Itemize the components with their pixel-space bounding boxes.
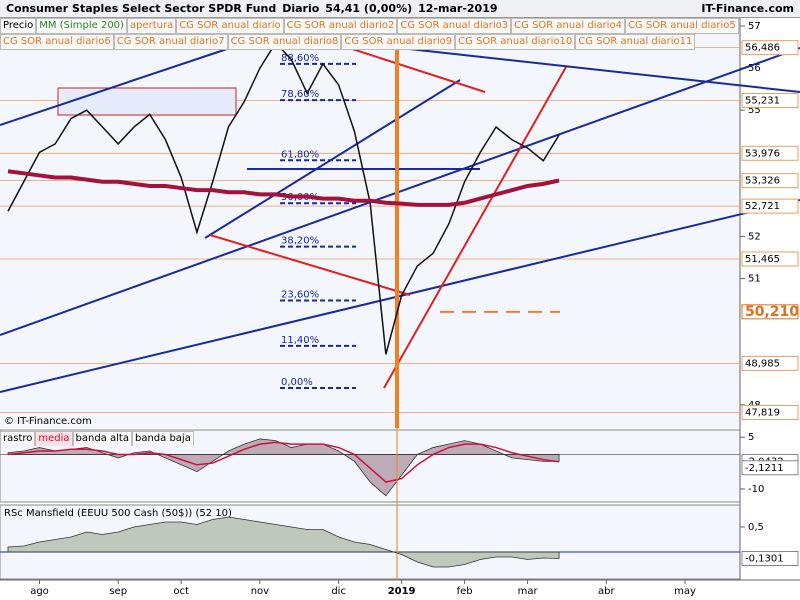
trend-line [0, 47, 800, 336]
legend-entry: CG SOR anual diario9 [341, 34, 456, 50]
value-tag: 51,465 [745, 254, 780, 265]
legend-entry: CG SOR anual diario6 [0, 34, 114, 50]
y-tick-label: 0,5 [748, 522, 764, 533]
value-tag-box [741, 251, 799, 267]
period: Diario [282, 2, 320, 15]
value-tag-box [741, 173, 799, 189]
y-tick-label: 56 [748, 63, 761, 74]
value-tag-box [741, 404, 799, 420]
last-price: 54,41 (0,00%) [325, 2, 413, 15]
main-plot-bg [0, 18, 740, 428]
y-tick-label: 52 [748, 231, 761, 242]
legend-entry: apertura [126, 18, 177, 34]
x-tick-label: sep [109, 586, 127, 597]
legend: Precio MM (Simple 200) apertura CG SOR anua… [0, 18, 740, 50]
fib-label: 23,60% [281, 289, 319, 300]
x-tick-label: oct [173, 586, 189, 597]
value-tag-box [741, 92, 799, 108]
trend-line [339, 44, 486, 93]
legend-entry: CG SOR anual diario10 [455, 34, 576, 50]
value-tag: 53,976 [745, 148, 780, 159]
fib-label: 88,60% [281, 53, 319, 64]
x-tick-label: nov [251, 586, 269, 597]
legend-entry: CG SOR anual diario11 [575, 34, 696, 50]
value-tag: 48,985 [745, 358, 780, 369]
legend-entry: CG SOR anual diario8 [227, 34, 342, 50]
osc-line [7, 441, 560, 483]
copyright: © IT-Finance.com [4, 416, 92, 427]
legend-entry: CG SOR anual diario4 [511, 18, 625, 34]
legend-entry: rastro [0, 431, 36, 446]
value-tag-box [741, 40, 799, 56]
value-tag: 56,486 [745, 43, 780, 54]
legend-entry: CG SOR anual diario7 [113, 34, 228, 50]
x-tick-label: abr [598, 586, 615, 597]
fib-label: 0,00% [281, 377, 313, 388]
date: 12-mar-2019 [418, 2, 498, 15]
y-tick-label: -10 [748, 484, 764, 495]
x-tick-label: 2019 [388, 586, 416, 597]
fib-label: 11,40% [281, 335, 319, 346]
legend-entry: CG SOR anual diario [176, 18, 284, 34]
ma-line [7, 169, 560, 207]
legend-entry: MM (Simple 200) [36, 18, 127, 34]
value-tag-box [741, 460, 799, 476]
value-tag-box [741, 304, 799, 320]
rsc-title: RSc Mansfield (EEUU 500 Cash (50$)) (52 … [4, 508, 232, 519]
title-bar: Consumer Staples Select Sector SPDR Fund… [0, 0, 800, 18]
x-tick-label: mar [518, 586, 539, 597]
trend-line [0, 199, 800, 393]
y-tick-label: 51 [748, 274, 761, 285]
y-tick-label: 55 [748, 105, 761, 116]
legend-entry: CG SOR anual diario3 [397, 18, 512, 34]
fib-label: 78,60% [281, 89, 319, 100]
fib-label: 38,20% [281, 236, 319, 247]
legend-entry: banda baja [131, 431, 194, 446]
legend-entry: CG SOR anual diario2 [283, 18, 398, 34]
price-line [7, 41, 560, 355]
rsc-area [7, 516, 560, 568]
x-tick-label: ago [30, 586, 49, 597]
value-tag: -0,1301 [745, 554, 784, 565]
fib-label: 61,80% [281, 149, 319, 160]
value-tag-box [741, 355, 799, 371]
trend-lines [0, 44, 800, 580]
legend-entry: CG SOR anual diario5 [624, 18, 739, 34]
x-tick-label: dic [331, 586, 346, 597]
brand: IT-Finance.com [701, 2, 794, 15]
value-tag: -2,1211 [745, 463, 784, 474]
y-tick-label: 5 [748, 432, 754, 443]
x-tick-label: may [674, 586, 696, 597]
value-tag: 53,326 [745, 176, 780, 187]
trend-line [204, 79, 461, 239]
x-tick-label: feb [457, 586, 473, 597]
value-tag: 55,231 [745, 95, 780, 106]
legend-entry: banda alta [72, 431, 132, 446]
value-tag: 50,210 [745, 304, 799, 320]
value-tag: 52,721 [745, 201, 780, 212]
top-layer: 56,486 55,231 53,976 53,326 52,721 51,465 48,9… [7, 40, 799, 567]
title: Consumer Staples Select Sector SPDR Fund [6, 2, 277, 15]
trend-line [399, 47, 800, 93]
trend-line [209, 234, 411, 296]
trend-line [0, 47, 231, 126]
value-tag-box [741, 145, 799, 161]
y-tick-label: 57 [748, 21, 761, 32]
value-tag: 47,819 [745, 407, 780, 418]
legend-entry: media [35, 431, 73, 446]
trend-line [383, 66, 567, 389]
value-tag-box [741, 551, 799, 567]
legend-entry: Precio [0, 18, 37, 34]
value-tag-box [741, 198, 799, 214]
